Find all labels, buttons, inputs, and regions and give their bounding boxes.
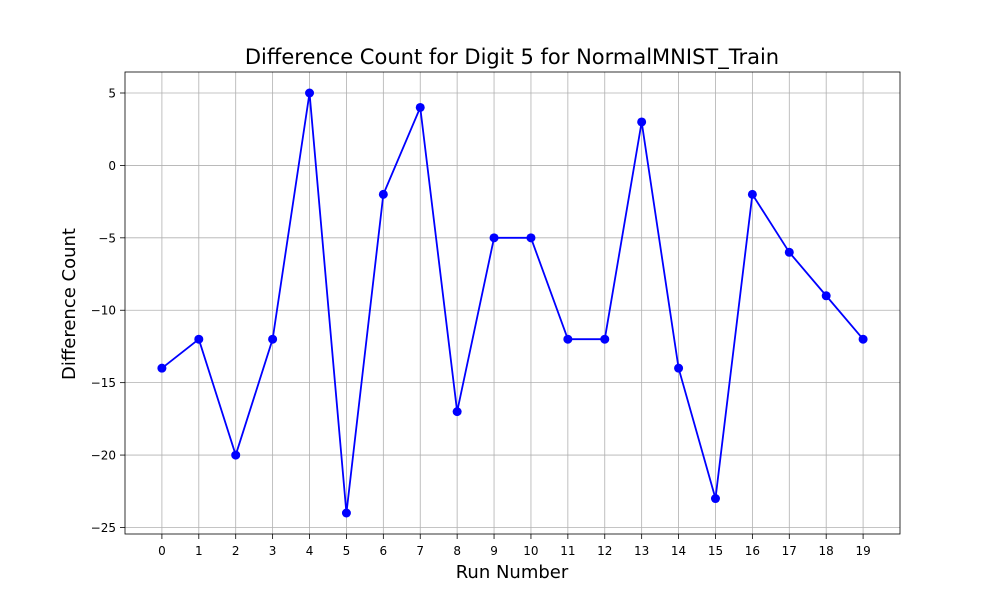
x-tick-label: 15 — [708, 544, 723, 558]
data-point — [637, 117, 647, 127]
y-tick-label: −15 — [91, 376, 116, 390]
data-point — [858, 334, 868, 344]
plot-frame — [124, 71, 901, 535]
data-point — [526, 233, 536, 243]
axes-frame — [124, 71, 901, 535]
x-tick-label: 8 — [453, 544, 461, 558]
data-point — [674, 363, 684, 373]
x-tick-label: 11 — [560, 544, 575, 558]
y-axis-title: Difference Count — [59, 228, 80, 380]
series-line — [161, 92, 864, 514]
data-point — [378, 189, 388, 199]
x-tick-label: 9 — [490, 544, 498, 558]
x-tick-label: 4 — [306, 544, 314, 558]
data-point — [563, 334, 573, 344]
y-tick-label: 0 — [108, 159, 116, 173]
y-tick-label: −20 — [91, 449, 116, 463]
data-point — [821, 291, 831, 301]
x-tick-label: 17 — [782, 544, 797, 558]
data-point — [747, 189, 757, 199]
data-point — [600, 334, 610, 344]
data-point — [194, 334, 204, 344]
x-tick-label: 0 — [158, 544, 166, 558]
x-tick-label: 5 — [343, 544, 351, 558]
x-tick-label: 6 — [380, 544, 388, 558]
data-point — [268, 334, 278, 344]
x-tick-label: 10 — [523, 544, 538, 558]
grid-lines — [125, 72, 900, 534]
x-tick-label: 13 — [634, 544, 649, 558]
x-tick-label: 12 — [597, 544, 612, 558]
x-tick-label: 14 — [671, 544, 686, 558]
y-tick-label: −5 — [98, 231, 116, 245]
x-tick-label: 18 — [819, 544, 834, 558]
data-point — [231, 450, 241, 460]
y-tick-label: 5 — [108, 87, 116, 101]
x-tick-label: 3 — [269, 544, 277, 558]
y-tick-label: −25 — [91, 521, 116, 535]
data-point — [305, 88, 315, 98]
x-tick-label: 7 — [416, 544, 424, 558]
data-point — [452, 407, 462, 417]
data-point — [710, 494, 720, 504]
x-tick-label: 19 — [855, 544, 870, 558]
x-tick-label: 2 — [232, 544, 240, 558]
data-point — [415, 102, 425, 112]
data-point — [489, 233, 499, 243]
data-point — [784, 247, 794, 257]
data-series — [157, 88, 868, 518]
chart-title: Difference Count for Digit 5 for NormalM… — [245, 45, 779, 70]
x-axis-title: Run Number — [456, 562, 569, 583]
x-tick-label: 1 — [195, 544, 203, 558]
tick-marks: 0 1 2 3 4 5 6 7 8 9 10 11 12 13 14 15 16 17 18 1950−5−10−15… — [91, 87, 871, 559]
x-tick-label: 16 — [745, 544, 760, 558]
data-point — [341, 508, 351, 518]
data-point — [157, 363, 167, 373]
y-tick-label: −10 — [91, 304, 116, 318]
